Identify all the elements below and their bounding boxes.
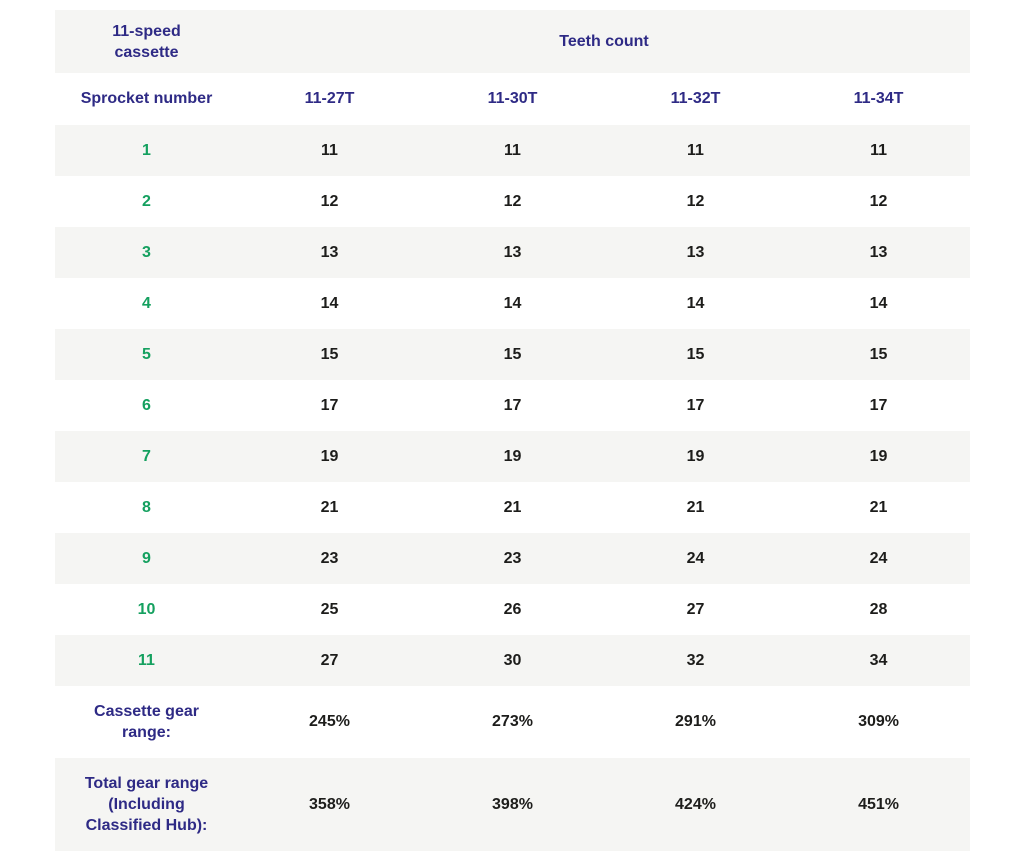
teeth-count-cell: 34 bbox=[787, 635, 971, 686]
total-gear-range-value: 451% bbox=[787, 758, 971, 851]
teeth-count-cell: 15 bbox=[421, 329, 604, 380]
teeth-count-cell: 13 bbox=[238, 227, 421, 278]
sprocket-row: 1 11 11 11 11 bbox=[55, 125, 971, 176]
teeth-count-cell: 17 bbox=[320, 396, 339, 414]
cassette-gear-range-value: 309% bbox=[858, 713, 899, 730]
teeth-count-cell: 19 bbox=[421, 431, 604, 482]
sprocket-number-cell: 1 bbox=[55, 125, 238, 176]
column-header-11-34t: 11-34T bbox=[853, 90, 904, 107]
column-header-11-32t: 11-32T bbox=[670, 90, 721, 107]
column-header-11-30t: 11-30T bbox=[487, 90, 538, 107]
group-header-row: 11-speed cassette Teeth count bbox=[55, 10, 971, 73]
sprocket-row: 11 27 30 32 34 bbox=[55, 635, 971, 686]
sprocket-row: 6 17 17 17 17 bbox=[55, 380, 970, 431]
teeth-count-cell: 24 bbox=[604, 533, 787, 584]
teeth-count-cell: 12 bbox=[686, 192, 705, 210]
column-header-11-27t: 11-27T bbox=[304, 90, 355, 107]
teeth-count-cell: 14 bbox=[686, 294, 705, 312]
teeth-count-cell: 19 bbox=[604, 431, 787, 482]
teeth-count-cell: 24 bbox=[787, 533, 971, 584]
teeth-count-cell: 17 bbox=[686, 396, 705, 414]
teeth-count-cell: 13 bbox=[421, 227, 604, 278]
column-header-row: Sprocket number 11-27T 11-30T 11-32T 11-… bbox=[55, 73, 970, 125]
teeth-count-cell: 12 bbox=[503, 192, 522, 210]
sprocket-row: 9 23 23 24 24 bbox=[55, 533, 971, 584]
sprocket-row: 4 14 14 14 14 bbox=[55, 278, 970, 329]
sprocket-rows: 1 11 11 11 11 2 12 12 12 12 3 13 13 13 13 4 14 14 14 14 5 15 1… bbox=[55, 125, 971, 686]
sprocket-number-cell: 5 bbox=[55, 329, 238, 380]
teeth-count-cell: 11 bbox=[421, 125, 604, 176]
cassette-comparison-table: 11-speed cassette Teeth count Sprocket n… bbox=[55, 10, 971, 851]
teeth-count-cell: 15 bbox=[787, 329, 971, 380]
teeth-count-cell: 21 bbox=[503, 498, 522, 516]
cassette-gear-range-value: 245% bbox=[309, 713, 350, 730]
cassette-gear-range-label: Cassette gear range: bbox=[94, 703, 199, 741]
teeth-count-cell: 27 bbox=[686, 600, 705, 618]
sprocket-row: 5 15 15 15 15 bbox=[55, 329, 971, 380]
sprocket-number-cell: 3 bbox=[55, 227, 238, 278]
cassette-gear-range-value: 273% bbox=[492, 713, 533, 730]
teeth-count-cell: 17 bbox=[869, 396, 888, 414]
sprocket-number-cell: 7 bbox=[55, 431, 238, 482]
teeth-count-cell: 30 bbox=[421, 635, 604, 686]
cassette-gear-range-row: Cassette gear range: 245% 273% 291% 309% bbox=[55, 686, 970, 758]
teeth-count-cell: 28 bbox=[869, 600, 888, 618]
teeth-count-cell: 25 bbox=[320, 600, 339, 618]
teeth-count-cell: 26 bbox=[503, 600, 522, 618]
teeth-count-cell: 32 bbox=[604, 635, 787, 686]
sprocket-row: 2 12 12 12 12 bbox=[55, 176, 970, 227]
teeth-count-cell: 14 bbox=[320, 294, 339, 312]
sprocket-row: 10 25 26 27 28 bbox=[55, 584, 970, 635]
sprocket-number-cell: 11 bbox=[55, 635, 238, 686]
total-gear-range-value: 424% bbox=[604, 758, 787, 851]
total-gear-range-row: Total gear range (Including Classified H… bbox=[55, 758, 971, 851]
teeth-count-cell: 21 bbox=[320, 498, 339, 516]
cassette-gear-range-value: 291% bbox=[675, 713, 716, 730]
corner-label: 11-speed cassette bbox=[55, 10, 238, 73]
teeth-count-cell: 12 bbox=[869, 192, 888, 210]
sprocket-number-cell: 4 bbox=[142, 294, 151, 312]
sprocket-row: 7 19 19 19 19 bbox=[55, 431, 971, 482]
sprocket-row: 3 13 13 13 13 bbox=[55, 227, 971, 278]
teeth-count-cell: 11 bbox=[787, 125, 971, 176]
teeth-count-cell: 11 bbox=[604, 125, 787, 176]
sprocket-number-cell: 10 bbox=[137, 600, 156, 618]
sprocket-number-cell: 6 bbox=[142, 396, 151, 414]
sprocket-row: 8 21 21 21 21 bbox=[55, 482, 970, 533]
teeth-count-cell: 21 bbox=[869, 498, 888, 516]
total-gear-range-label: Total gear range (Including Classified H… bbox=[55, 758, 238, 851]
gear-table: 11-speed cassette Teeth count Sprocket n… bbox=[55, 10, 971, 851]
row-header-label: Sprocket number bbox=[80, 90, 213, 107]
teeth-count-cell: 12 bbox=[320, 192, 339, 210]
teeth-count-cell: 23 bbox=[238, 533, 421, 584]
teeth-count-cell: 13 bbox=[604, 227, 787, 278]
teeth-count-group-header: Teeth count bbox=[238, 10, 971, 73]
sprocket-number-cell: 8 bbox=[142, 498, 151, 516]
teeth-count-cell: 15 bbox=[238, 329, 421, 380]
teeth-count-cell: 23 bbox=[421, 533, 604, 584]
sprocket-number-cell: 9 bbox=[55, 533, 238, 584]
teeth-count-cell: 13 bbox=[787, 227, 971, 278]
sprocket-number-cell: 2 bbox=[142, 192, 151, 210]
teeth-count-cell: 17 bbox=[503, 396, 522, 414]
teeth-count-cell: 15 bbox=[604, 329, 787, 380]
teeth-count-cell: 21 bbox=[686, 498, 705, 516]
total-gear-range-value: 358% bbox=[238, 758, 421, 851]
teeth-count-cell: 19 bbox=[238, 431, 421, 482]
teeth-count-cell: 14 bbox=[869, 294, 888, 312]
total-gear-range-value: 398% bbox=[421, 758, 604, 851]
teeth-count-cell: 11 bbox=[238, 125, 421, 176]
teeth-count-cell: 19 bbox=[787, 431, 971, 482]
teeth-count-cell: 27 bbox=[238, 635, 421, 686]
teeth-count-cell: 14 bbox=[503, 294, 522, 312]
